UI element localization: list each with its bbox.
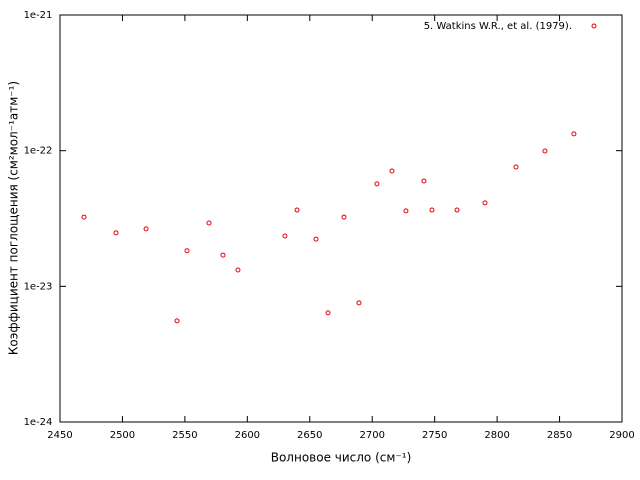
- x-tick-label: 2500: [110, 430, 135, 441]
- point: [389, 168, 395, 174]
- legend-marker: [591, 23, 597, 29]
- x-axis-title: Волновое число (см⁻¹): [271, 451, 412, 465]
- point: [174, 318, 180, 324]
- y-axis-title: Коэффициент поглощения (см²мол⁻¹атм⁻¹): [7, 81, 21, 355]
- x-tick-label: 2600: [235, 430, 260, 441]
- x-tick-label: 2550: [172, 430, 197, 441]
- point: [325, 310, 331, 316]
- point: [206, 220, 212, 226]
- point: [113, 230, 119, 236]
- point: [356, 300, 362, 306]
- x-tick-label: 2900: [609, 430, 634, 441]
- point: [220, 252, 226, 258]
- y-tick-label: 1e-22: [24, 146, 53, 157]
- y-tick-label: 1e-21: [24, 10, 53, 21]
- point: [571, 131, 577, 137]
- point: [482, 200, 488, 206]
- point: [374, 181, 380, 187]
- x-tick-label: 2650: [297, 430, 322, 441]
- x-tick-label: 2850: [547, 430, 572, 441]
- x-tick-label: 2750: [422, 430, 447, 441]
- y-tick-label: 1e-24: [24, 417, 53, 428]
- point: [313, 236, 319, 242]
- x-tick-label: 2800: [484, 430, 509, 441]
- point: [143, 226, 149, 232]
- point: [282, 233, 288, 239]
- y-tick-label: 1e-23: [24, 281, 53, 292]
- x-tick-label: 2450: [47, 430, 72, 441]
- point: [235, 267, 241, 273]
- point: [184, 248, 190, 254]
- x-tick-label: 2700: [359, 430, 384, 441]
- point: [454, 207, 460, 213]
- point: [421, 178, 427, 184]
- legend-label: 5. Watkins W.R., et al. (1979).: [424, 21, 572, 32]
- point: [542, 148, 548, 154]
- plot-frame: [59, 14, 623, 423]
- point: [403, 208, 409, 214]
- point: [294, 207, 300, 213]
- point: [513, 164, 519, 170]
- point: [341, 214, 347, 220]
- point: [429, 207, 435, 213]
- point: [81, 214, 87, 220]
